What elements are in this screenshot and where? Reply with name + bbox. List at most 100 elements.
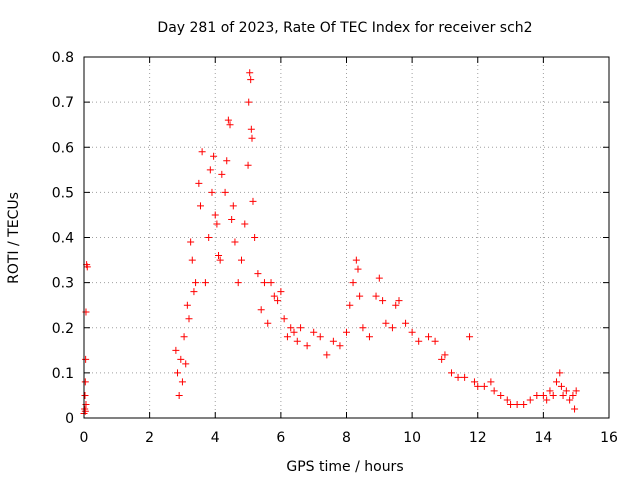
data-point (229, 202, 237, 210)
data-point (480, 382, 488, 390)
data-point (382, 319, 390, 327)
data-point (218, 170, 226, 178)
data-point (172, 346, 180, 354)
x-tick-label: 10 (403, 430, 421, 446)
chart-title: Day 281 of 2023, Rate Of TEC Index for r… (157, 20, 532, 36)
data-point (461, 373, 469, 381)
y-tick-label: 0.4 (52, 231, 74, 247)
data-point (208, 188, 216, 196)
data-point (438, 355, 446, 363)
data-point (192, 279, 200, 287)
data-point (497, 391, 505, 399)
data-point (466, 333, 474, 341)
data-point (562, 387, 570, 395)
data-point (228, 215, 236, 223)
y-tick-label: 0.6 (52, 140, 74, 156)
x-tick-label: 8 (342, 430, 351, 446)
data-series (80, 69, 580, 417)
y-tick-label: 0 (65, 411, 74, 427)
data-point (336, 342, 344, 350)
data-point (395, 297, 403, 305)
data-point (329, 337, 337, 345)
data-point (283, 333, 291, 341)
data-point (270, 292, 278, 300)
data-point (280, 315, 288, 323)
data-point (223, 157, 231, 165)
data-point (81, 407, 89, 415)
data-point (454, 373, 462, 381)
data-point (503, 396, 511, 404)
data-point (226, 121, 234, 129)
data-point (431, 337, 439, 345)
data-point (526, 396, 534, 404)
data-point (343, 328, 350, 336)
data-point (267, 279, 275, 287)
data-point (513, 400, 521, 408)
data-point (507, 400, 515, 408)
y-tick-label: 0.5 (52, 185, 74, 201)
y-axis-label: ROTI / TECUs (6, 192, 22, 284)
data-point (211, 211, 219, 219)
data-point (287, 324, 295, 332)
data-point (365, 333, 373, 341)
data-point (566, 396, 574, 404)
data-point (356, 292, 364, 300)
data-point (349, 279, 357, 287)
data-point (408, 328, 416, 336)
data-point (246, 69, 254, 77)
x-tick-label: 0 (80, 430, 89, 446)
data-point (248, 134, 256, 142)
data-point (198, 148, 206, 156)
y-tick-label: 0.2 (52, 321, 74, 337)
data-point (238, 256, 245, 264)
data-point (81, 378, 89, 386)
x-tick-label: 16 (600, 430, 618, 446)
data-point (241, 220, 249, 228)
data-point (359, 324, 367, 332)
data-point (553, 378, 560, 386)
data-point (83, 263, 91, 271)
data-point (254, 270, 262, 278)
data-point (549, 391, 557, 399)
data-point (388, 324, 396, 332)
data-point (290, 328, 298, 336)
data-point (215, 252, 223, 260)
data-point (216, 256, 224, 264)
data-point (543, 396, 551, 404)
data-point (546, 387, 554, 395)
data-point (257, 306, 265, 314)
data-point (196, 202, 204, 210)
x-axis-label: GPS time / hours (286, 459, 403, 475)
x-tick-label: 12 (469, 430, 487, 446)
data-point (556, 369, 564, 377)
y-tick-label: 0.3 (52, 276, 74, 292)
data-point (375, 274, 383, 282)
data-point (441, 351, 449, 359)
data-point (205, 234, 213, 241)
data-point (231, 238, 239, 246)
data-point (448, 369, 455, 377)
data-point (195, 179, 203, 187)
data-point (310, 328, 318, 336)
data-point (182, 360, 190, 368)
data-point (260, 279, 268, 287)
axis-ticks: 0 2 4 6 8 10 12 14 16 0 0.1 0.2 0.3 0.4 0.5 0.6 0.7 0.8 (52, 50, 618, 446)
data-point (559, 391, 567, 399)
data-point (490, 387, 498, 395)
data-point (415, 337, 423, 345)
data-point (201, 279, 209, 287)
data-point (81, 391, 89, 399)
data-point (392, 301, 400, 309)
data-point (520, 400, 528, 408)
data-point (247, 76, 255, 84)
data-point (210, 152, 218, 160)
data-point (354, 265, 362, 273)
data-point (82, 355, 90, 363)
data-point (174, 369, 182, 377)
data-point (323, 351, 331, 359)
y-tick-label: 0.8 (52, 50, 74, 66)
data-point (316, 333, 324, 341)
data-point (247, 125, 255, 133)
data-point (352, 256, 360, 264)
data-point (402, 319, 410, 327)
